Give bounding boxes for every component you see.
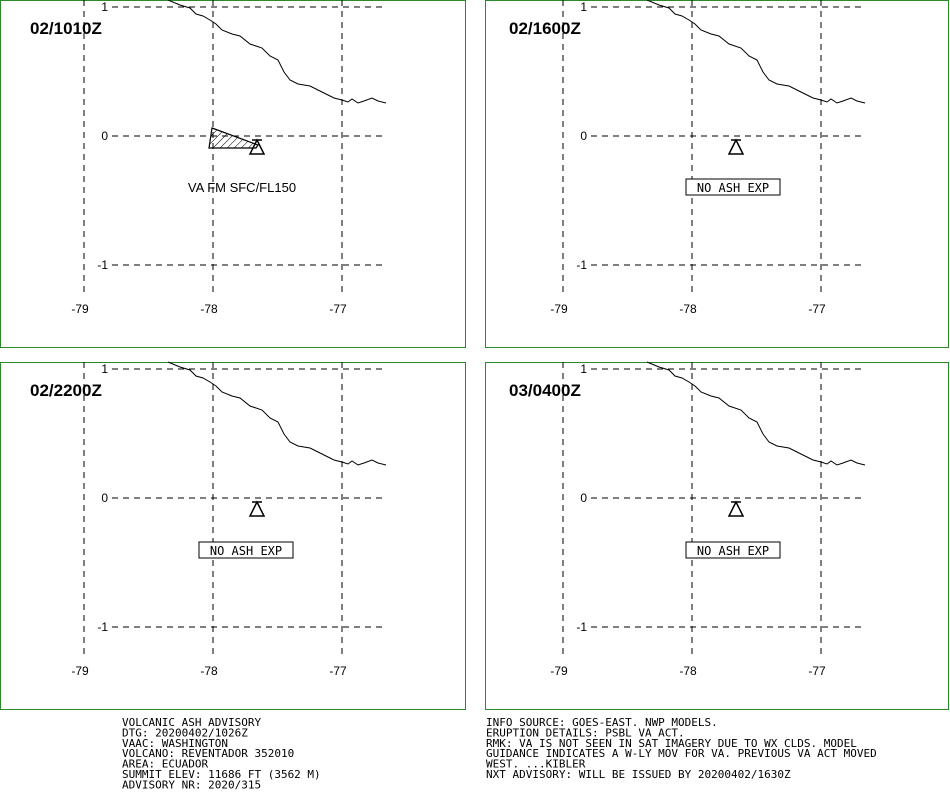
lon-label: -77 [329,664,347,678]
lat-label: 0 [101,491,108,505]
lat-label: 0 [580,491,587,505]
lat-label: 1 [580,0,587,14]
lon-label: -77 [808,664,826,678]
advisory-line: GUIDANCE INDICATES A W-LY MOV FOR VA. PR… [486,747,877,760]
advisory-line: VOLCANIC ASH ADVISORY [122,716,261,729]
annotation: NO ASH EXP [697,181,769,195]
lon-label: -79 [71,664,89,678]
lon-label: -78 [200,664,218,678]
valid-time: 02/1010Z [30,19,102,38]
advisory-line: VAAC: WASHINGTON [122,737,228,750]
map-panel: -79 -78 -77 1 0 -1 03/0400Z NO ASH EXP [485,361,949,710]
advisory-line: WEST. ...KIBLER [486,758,586,771]
lon-label: -77 [808,302,826,316]
lon-label: -79 [550,664,568,678]
lon-label: -79 [71,302,89,316]
coastline [167,361,387,466]
annotation: NO ASH EXP [210,544,282,558]
advisory-line: VOLCANO: REVENTADOR 352010 [122,747,294,760]
annotation-box [685,178,781,196]
advisory-line: DTG: 20200402/1026Z [122,726,248,739]
advisory-line: RMK: VA IS NOT SEEN IN SAT IMAGERY DUE T… [486,737,857,750]
coastline [646,0,866,104]
volcano-symbol [727,138,745,155]
advisory-line: AREA: ECUADOR [122,758,208,771]
annotation-box [685,541,781,559]
advisory-line: ERUPTION DETAILS: PSBL VA ACT. [486,726,685,739]
annotation-box [198,541,294,559]
lat-label: -1 [576,258,587,272]
coastline [167,0,387,104]
lat-label: 0 [101,129,108,143]
coastline [646,361,866,466]
ash-area [208,127,259,149]
lon-label: -77 [329,302,347,316]
volcano-symbol [248,138,266,155]
annotation: VA FM SFC/FL150 [188,180,296,195]
lat-label: -1 [97,620,108,634]
valid-time: 02/2200Z [30,381,102,400]
lat-label: 1 [101,362,108,376]
lat-label: -1 [576,620,587,634]
annotation: NO ASH EXP [697,544,769,558]
panel-border [0,362,466,710]
advisory-line: SUMMIT ELEV: 11686 FT (3562 M) [122,768,321,781]
lat-label: 0 [580,129,587,143]
advisory-line: ADVISORY NR: 2020/315 [122,778,261,791]
lon-label: -79 [550,302,568,316]
map-panel: -79 -78 -77 1 0 -1 02/2200Z NO ASH EXP [0,361,466,710]
panel-border [0,0,466,348]
lat-label: -1 [97,258,108,272]
panel-border [485,362,949,710]
volcano-symbol [727,500,745,517]
volcano-symbol [248,500,266,517]
panel-border [485,0,949,348]
lon-label: -78 [679,664,697,678]
advisory-line: INFO SOURCE: GOES-EAST. NWP MODELS. [486,716,718,729]
lon-label: -78 [200,302,218,316]
map-panel: -79 -78 -77 1 0 -1 02/1600Z NO ASH EXP [485,0,949,348]
lat-label: 1 [580,362,587,376]
lon-label: -78 [679,302,697,316]
lat-label: 1 [101,0,108,14]
valid-time: 03/0400Z [509,381,581,400]
valid-time: 02/1600Z [509,19,581,38]
advisory-line: NXT ADVISORY: WILL BE ISSUED BY 20200402… [486,768,791,781]
map-panel: -79 -78 -77 1 0 -1 02/1010Z VA FM SFC/FL150 [0,0,466,348]
